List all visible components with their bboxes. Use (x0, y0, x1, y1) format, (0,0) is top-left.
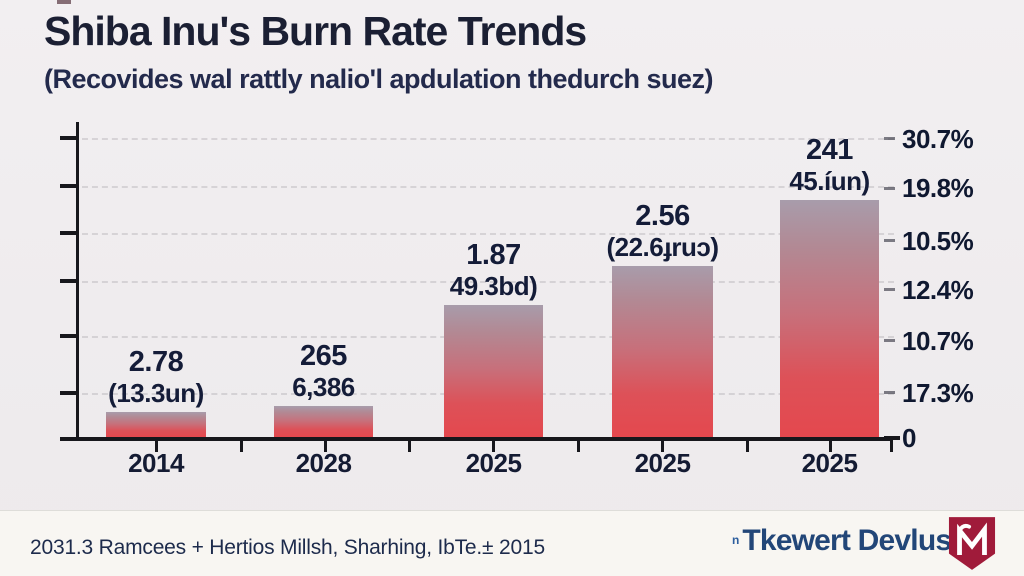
x-axis-line (60, 437, 893, 441)
x-axis-tick (324, 441, 327, 452)
x-axis-tick (408, 441, 411, 452)
gridline (82, 233, 894, 235)
x-axis-tick (890, 441, 893, 452)
bar-value-label: 2.56 (22.6ɟruɔ) (553, 200, 773, 262)
y-axis-label: 10.7% (902, 326, 974, 356)
gridline (82, 186, 894, 188)
gridline (82, 281, 894, 283)
y-axis-label: 17.3% (902, 378, 974, 408)
bar-value-line2: (13.3un) (108, 377, 204, 408)
y-axis-label: 30.7% (902, 124, 974, 154)
bar-value-line2: 49.3bd) (449, 270, 538, 301)
x-axis-tick (577, 441, 580, 452)
bar (274, 406, 373, 437)
y-axis-tick (60, 279, 77, 283)
bar-value-line2: 6,386 (292, 371, 355, 402)
gridline (82, 138, 894, 140)
right-tick (884, 187, 895, 190)
brand-superscript: n (732, 533, 740, 547)
x-axis-label: 2025 (634, 448, 691, 478)
y-axis-label: 10.5% (902, 226, 974, 256)
x-axis-tick (492, 441, 495, 452)
x-axis-tick (240, 441, 243, 452)
x-axis-label: 2025 (801, 448, 858, 478)
x-axis-label: 2014 (128, 448, 184, 478)
x-axis-tick (746, 441, 749, 452)
x-axis-tick (155, 441, 158, 452)
bar-value-label: 1.87 49.3bd) (384, 239, 604, 301)
right-tick (884, 339, 895, 342)
bar-value-line1: 2.78 (128, 346, 184, 379)
brand-shield-logo (948, 517, 996, 570)
bar (612, 266, 713, 437)
right-tick (884, 239, 895, 242)
right-tick (884, 391, 895, 394)
bar-value-label: 241 45.íun) (720, 134, 940, 196)
x-axis-tick (661, 441, 664, 452)
y-axis-tick (60, 231, 77, 235)
bar-value-line1: 2.56 (635, 200, 690, 233)
brand-name: Tkewert Devlus (742, 524, 952, 557)
bar (780, 200, 879, 437)
x-axis-label: 2028 (295, 448, 352, 478)
bar-value-label: 265 6,386 (214, 340, 434, 402)
x-axis-tick (829, 441, 832, 452)
y-axis-tick (60, 184, 77, 188)
y-axis-label: 19.8% (902, 173, 974, 203)
y-axis-label: 0 (902, 423, 916, 453)
page-title: Shiba Inu's Burn Rate Trends (44, 8, 587, 54)
x-axis-label: 2025 (465, 448, 522, 478)
y-axis-line (76, 122, 79, 440)
bar-value-line1: 241 (806, 134, 853, 167)
y-axis-tick (60, 136, 77, 140)
bar (444, 305, 543, 437)
y-axis-tick (60, 334, 77, 338)
source-attribution: 2031.3 Ramcees + Hertios Millsh, Sharhin… (30, 536, 545, 559)
right-tick (884, 288, 895, 291)
y-axis-tick (60, 391, 77, 395)
y-axis-label: 12.4% (902, 275, 974, 305)
bar-value-line2: 45.íun) (789, 165, 870, 196)
edge-artifact-mark (57, 0, 71, 4)
brand-lockup: n Tkewert Devlus (732, 524, 952, 558)
bar-value-label: 2.78 (13.3un) (46, 346, 266, 408)
right-tick (884, 436, 900, 440)
right-tick (884, 137, 895, 140)
bar-value-line1: 265 (300, 340, 347, 373)
bar-value-line1: 1.87 (466, 239, 521, 272)
bar (106, 412, 206, 437)
page-subtitle: (Recovides wal rattly nalio'l apdulation… (44, 64, 714, 94)
bar-value-line2: (22.6ɟruɔ) (606, 231, 719, 262)
footer-band (0, 510, 1024, 576)
